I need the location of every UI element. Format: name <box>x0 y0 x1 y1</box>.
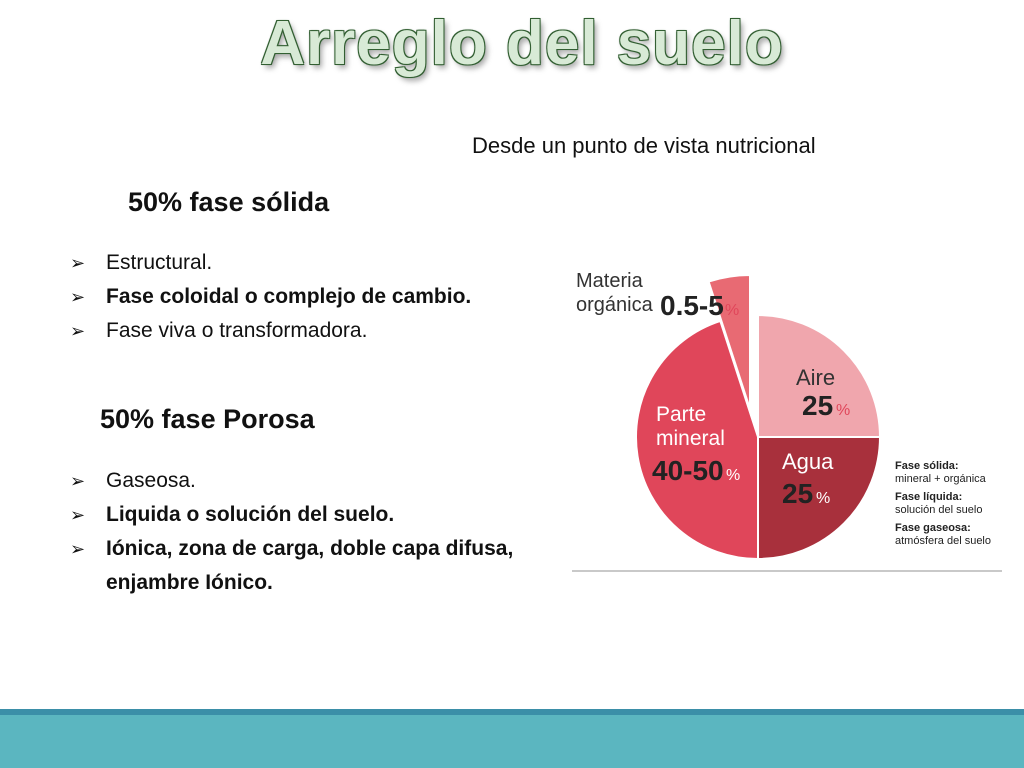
pie-slice-agua <box>757 436 882 561</box>
pct-mineral: % <box>726 467 740 484</box>
list-item: ➢ Estructural. <box>70 246 471 280</box>
legend-item: Fase sólida: mineral + orgánica <box>895 460 986 485</box>
arrow-bullet-icon: ➢ <box>70 539 86 559</box>
solid-phase-list: ➢ Estructural. ➢ Fase coloidal o complejo … <box>70 246 471 348</box>
value-materia-organica: 0.5-5 <box>660 290 724 321</box>
list-item: ➢ Liquida o solución del suelo. <box>70 498 590 532</box>
pie-slice-mineral <box>635 319 759 561</box>
footer-bar <box>0 715 1024 768</box>
value-agua: 25 <box>782 478 813 509</box>
label-organica: orgánica <box>576 294 654 316</box>
pie-slice-aire <box>757 313 882 438</box>
pct-aire: % <box>836 402 850 419</box>
pie-chart-svg: Materia orgánica 0.5-5 % Aire 25 % Agua … <box>576 270 882 561</box>
porous-phase-list: ➢ Gaseosa. ➢ Liquida o solución del suelo.… <box>70 464 590 600</box>
label-materia: Materia <box>576 270 644 292</box>
pct-materia-organica: % <box>725 302 739 319</box>
arrow-bullet-icon: ➢ <box>70 321 86 341</box>
soil-composition-pie: Materia orgánica 0.5-5 % Aire 25 % Agua … <box>560 255 1010 585</box>
pct-agua: % <box>816 490 830 507</box>
arrow-bullet-icon: ➢ <box>70 505 86 525</box>
label-parte: Parte <box>656 403 706 426</box>
arrow-bullet-icon: ➢ <box>70 471 86 491</box>
value-mineral: 40-50 <box>652 455 724 486</box>
slide-title: Arreglo del suelo <box>260 9 784 78</box>
label-aire: Aire <box>796 365 835 390</box>
solid-phase-heading: 50% fase sólida <box>128 187 330 217</box>
list-item: ➢ Iónica, zona de carga, doble capa difus… <box>70 532 590 600</box>
value-aire: 25 <box>802 390 833 421</box>
footer-line <box>0 709 1024 715</box>
list-item: ➢ Fase viva o transformadora. <box>70 314 471 348</box>
legend-item: Fase gaseosa: atmósfera del suelo <box>895 522 991 547</box>
label-mineral: mineral <box>656 427 725 450</box>
arrow-bullet-icon: ➢ <box>70 253 86 273</box>
legend-item: Fase líquida: solución del suelo <box>895 491 983 516</box>
porous-phase-heading: 50% fase Porosa <box>100 404 315 434</box>
pie-slice-materia-organica <box>707 273 751 410</box>
pie-legend: Fase sólida: mineral + orgánica Fase líq… <box>895 460 991 553</box>
slide-subtitle: Desde un punto de vista nutricional <box>472 133 816 158</box>
list-item: ➢ Gaseosa. <box>70 464 590 498</box>
list-item: ➢ Fase coloidal o complejo de cambio. <box>70 280 471 314</box>
chart-baseline <box>572 570 1002 572</box>
label-agua: Agua <box>782 449 834 474</box>
arrow-bullet-icon: ➢ <box>70 287 86 307</box>
